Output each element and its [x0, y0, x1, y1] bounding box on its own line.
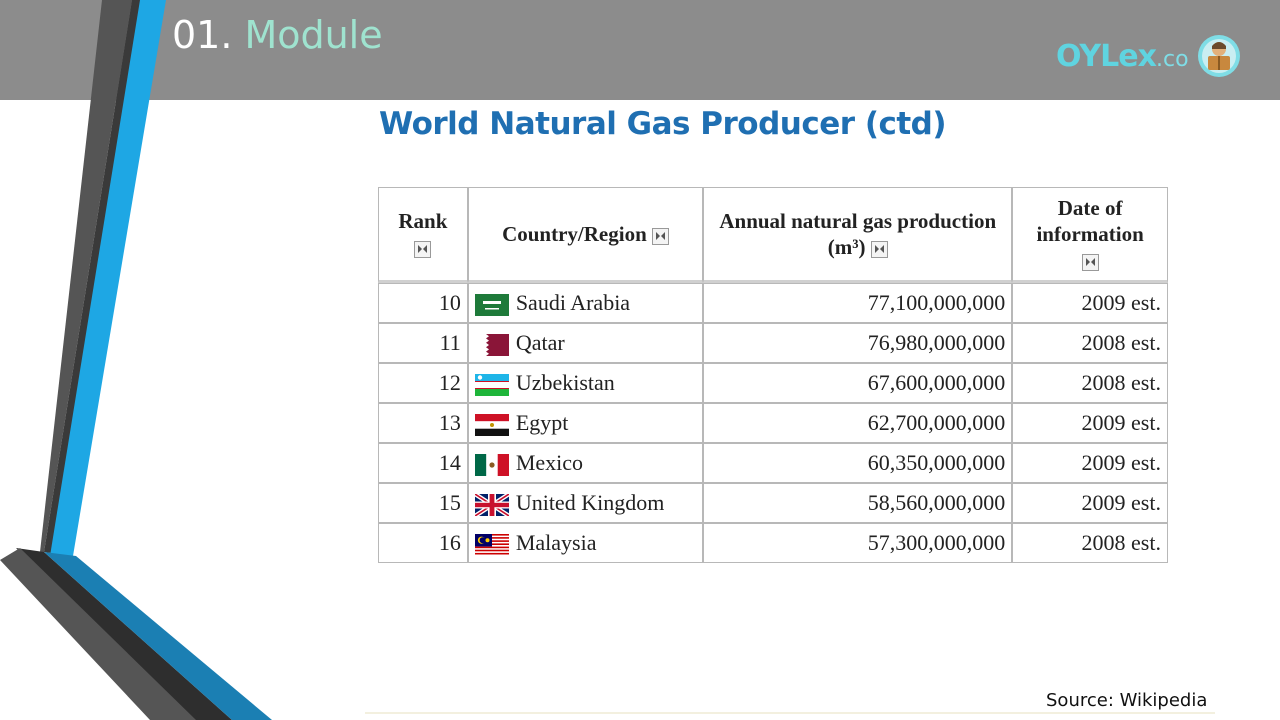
decorative-stripes: [0, 0, 272, 720]
mexico-flag-icon: [474, 453, 509, 476]
country-link[interactable]: Uzbekistan: [515, 370, 615, 395]
header-date-label: Date of information: [1036, 196, 1144, 246]
country-cell: Uzbekistan: [467, 363, 704, 403]
header-country-label: Country/Region: [502, 222, 647, 246]
date-cell: 2009 est.: [1012, 443, 1168, 483]
country-link[interactable]: Egypt: [515, 410, 569, 435]
sort-icon[interactable]: [1081, 253, 1099, 271]
production-cell: 77,100,000,000: [703, 283, 1013, 323]
date-cell: 2009 est.: [1012, 403, 1168, 443]
country-cell: Saudi Arabia: [467, 283, 704, 323]
date-cell: 2008 est.: [1012, 323, 1168, 363]
header-rank[interactable]: Rank: [378, 187, 468, 283]
table-row: 11 Qatar 76,980,000,000 2008 est.: [378, 323, 1168, 363]
qatar-flag-icon: [474, 333, 509, 356]
reader-avatar-icon: [1197, 35, 1240, 77]
logo-main: OYLex: [1056, 38, 1157, 74]
rank-cell: 16: [378, 523, 468, 563]
rank-cell: 14: [378, 443, 468, 483]
production-cell: 67,600,000,000: [703, 363, 1013, 403]
table-row: 16 Malaysia 57,300,000,000 2008 est.: [378, 523, 1168, 563]
date-cell: 2009 est.: [1012, 483, 1168, 523]
date-cell: 2008 est.: [1012, 363, 1168, 403]
logo-text: OYLex.co: [1056, 39, 1189, 74]
brand-logo: OYLex.co: [1056, 34, 1241, 78]
source-caption: Source: Wikipedia: [1046, 690, 1208, 711]
date-cell: 2009 est.: [1012, 283, 1168, 323]
table-row: 10 Saudi Arabia 77,100,000,000 2009 est.: [378, 283, 1168, 323]
production-cell: 58,560,000,000: [703, 483, 1013, 523]
logo-domain: .co: [1155, 46, 1189, 72]
module-heading: 01. Module: [172, 12, 383, 58]
bottom-divider: [365, 712, 1215, 714]
united-kingdom-flag-icon: [474, 493, 509, 516]
rank-cell: 11: [378, 323, 468, 363]
saudi-arabia-flag-icon: [474, 293, 509, 316]
country-cell: Malaysia: [467, 523, 704, 563]
country-cell: United Kingdom: [467, 483, 704, 523]
production-cell: 60,350,000,000: [703, 443, 1013, 483]
module-number: 01.: [172, 13, 233, 57]
table-header-row: Rank Country/Region Annual natural gas p…: [378, 187, 1168, 283]
rank-cell: 13: [378, 403, 468, 443]
header-production-label: Annual natural gas production (m³): [719, 209, 997, 259]
table-row: 14 Mexico 60,350,000,000 2009 est.: [378, 443, 1168, 483]
country-link[interactable]: United Kingdom: [515, 490, 665, 515]
country-link[interactable]: Mexico: [515, 450, 584, 475]
production-cell: 76,980,000,000: [703, 323, 1013, 363]
header-rank-label: Rank: [398, 209, 448, 233]
uzbekistan-flag-icon: [474, 373, 509, 396]
header-production[interactable]: Annual natural gas production (m³): [703, 187, 1013, 283]
egypt-flag-icon: [474, 413, 509, 436]
country-cell: Mexico: [467, 443, 704, 483]
slide-title: World Natural Gas Producer (ctd): [379, 106, 947, 142]
rank-cell: 12: [378, 363, 468, 403]
header-country[interactable]: Country/Region: [467, 187, 704, 283]
production-cell: 57,300,000,000: [703, 523, 1013, 563]
malaysia-flag-icon: [474, 533, 509, 556]
sort-icon[interactable]: [414, 240, 432, 258]
gas-production-table: Rank Country/Region Annual natural gas p…: [378, 187, 1168, 563]
table-row: 12 Uzbekistan 67,600,000,000 2008 est.: [378, 363, 1168, 403]
production-cell: 62,700,000,000: [703, 403, 1013, 443]
country-link[interactable]: Malaysia: [515, 530, 597, 555]
data-table: Rank Country/Region Annual natural gas p…: [378, 187, 1168, 563]
sort-icon[interactable]: [652, 227, 670, 245]
rank-cell: 15: [378, 483, 468, 523]
country-link[interactable]: Saudi Arabia: [515, 290, 631, 315]
country-cell: Qatar: [467, 323, 704, 363]
table-row: 15 United Kingdom 58,560,000,000 2009 es…: [378, 483, 1168, 523]
country-cell: Egypt: [467, 403, 704, 443]
sort-icon[interactable]: [870, 240, 888, 258]
header-date[interactable]: Date of information: [1012, 187, 1168, 283]
date-cell: 2008 est.: [1012, 523, 1168, 563]
table-row: 13 Egypt 62,700,000,000 2009 est.: [378, 403, 1168, 443]
header-bar: [0, 0, 1280, 100]
rank-cell: 10: [378, 283, 468, 323]
country-link[interactable]: Qatar: [515, 330, 565, 355]
module-label: Module: [244, 13, 383, 57]
